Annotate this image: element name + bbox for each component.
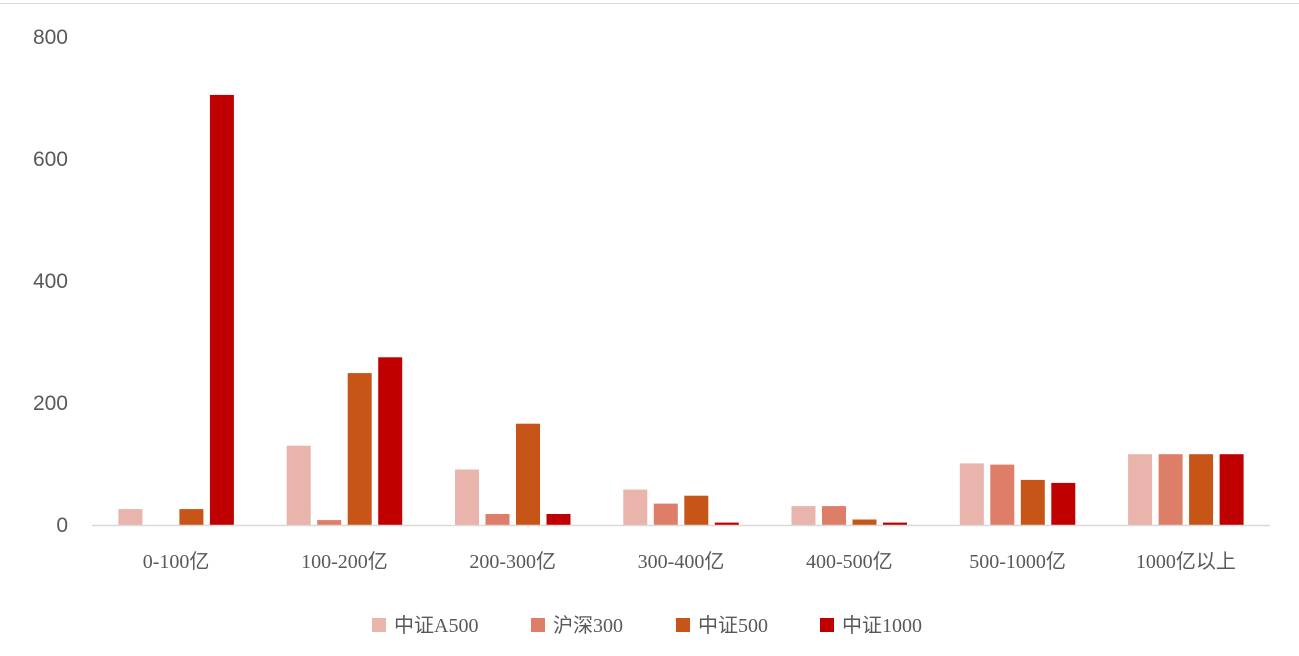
legend-label: 中证A500 [394, 614, 478, 637]
legend-label: 中证1000 [842, 614, 922, 637]
bar [347, 373, 372, 525]
bar [455, 469, 479, 525]
bar [485, 514, 510, 525]
bar [990, 464, 1015, 525]
x-tick-label: 400-500亿 [806, 550, 893, 573]
bar [378, 357, 403, 526]
bar [684, 495, 709, 525]
bar [791, 506, 816, 525]
bar [623, 489, 648, 525]
bar [179, 509, 204, 525]
bar [959, 463, 984, 525]
y-tick-label: 200 [33, 392, 68, 415]
bar [852, 519, 877, 525]
legend-swatch [676, 618, 690, 632]
y-tick-label: 0 [56, 514, 68, 537]
top-border [0, 3, 1299, 4]
legend-swatch [372, 618, 386, 632]
y-axis: 0 200 400 600 800 [33, 26, 68, 537]
bar [883, 522, 907, 525]
bar [1020, 479, 1045, 525]
bar [1051, 482, 1076, 525]
bar [118, 509, 143, 525]
legend: 中证A500 沪深300 中证500 中证1000 [372, 614, 922, 637]
x-tick-label: 0-100亿 [143, 550, 210, 573]
legend-label: 中证500 [698, 614, 768, 637]
bar [1219, 454, 1244, 525]
plot-area [118, 94, 1244, 526]
bar [1128, 454, 1153, 525]
legend-label: 沪深300 [553, 614, 623, 637]
x-tick-label: 200-300亿 [469, 550, 556, 573]
x-axis: 0-100亿 100-200亿 200-300亿 300-400亿 400-500亿 50… [92, 524, 1270, 573]
bar [653, 503, 678, 525]
bar [714, 522, 739, 525]
bar [1189, 454, 1214, 525]
bar [209, 94, 234, 526]
x-tick-label: 100-200亿 [301, 550, 388, 573]
bar [822, 506, 846, 525]
x-tick-label: 1000亿以上 [1136, 550, 1236, 573]
x-tick-label: 500-1000亿 [969, 550, 1066, 573]
bar [1158, 454, 1183, 525]
y-tick-label: 800 [33, 26, 68, 49]
y-tick-label: 600 [33, 148, 68, 171]
bar [546, 514, 571, 525]
legend-swatch [531, 618, 545, 632]
legend-swatch [820, 618, 834, 632]
y-tick-label: 400 [33, 270, 68, 293]
x-tick-label: 300-400亿 [638, 550, 725, 573]
bar [317, 520, 342, 525]
bar [516, 423, 540, 525]
bar [286, 445, 311, 525]
